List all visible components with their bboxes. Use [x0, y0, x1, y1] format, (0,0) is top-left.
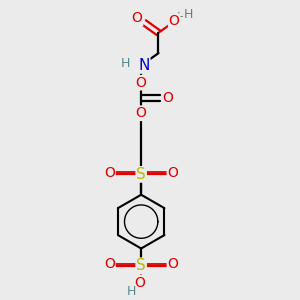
- Text: O: O: [136, 106, 147, 120]
- Text: H: H: [121, 58, 130, 70]
- Text: O: O: [104, 257, 115, 272]
- Text: O: O: [167, 166, 178, 180]
- Text: H: H: [127, 285, 136, 298]
- Text: H: H: [177, 11, 186, 24]
- Text: O: O: [136, 76, 147, 90]
- Text: S: S: [136, 167, 146, 182]
- Text: O: O: [132, 11, 142, 25]
- Text: O: O: [167, 257, 178, 272]
- Text: N: N: [138, 58, 150, 73]
- Text: O: O: [104, 166, 115, 180]
- Text: S: S: [136, 258, 146, 273]
- Text: O: O: [134, 275, 145, 290]
- Text: O: O: [169, 14, 180, 28]
- Text: H: H: [184, 8, 193, 21]
- Text: O: O: [163, 91, 173, 105]
